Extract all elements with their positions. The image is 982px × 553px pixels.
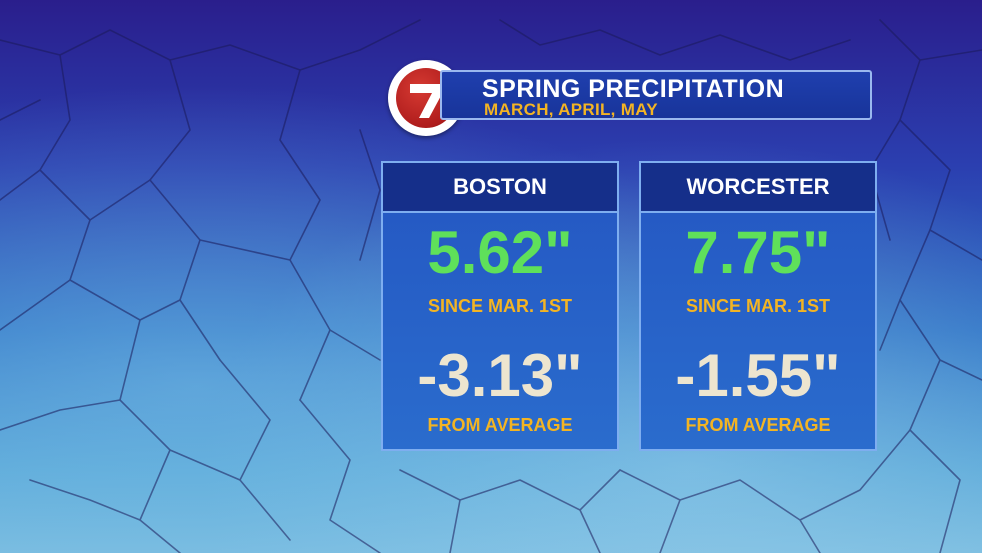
title-banner: SPRING PRECIPITATION MARCH, APRIL, MAY: [440, 70, 872, 120]
city-name: BOSTON: [453, 174, 547, 199]
city-panel-worcester: WORCESTER: [639, 161, 877, 451]
city-header: BOSTON: [383, 163, 617, 213]
city-name: WORCESTER: [686, 174, 830, 199]
precip-total-value: 7.75": [685, 219, 831, 286]
precip-total-value: 5.62": [427, 219, 573, 286]
page-subtitle: MARCH, APRIL, MAY: [484, 100, 658, 119]
departure-value: -3.13": [417, 342, 583, 409]
precip-total-label: SINCE MAR. 1ST: [685, 296, 831, 316]
city-panel-boston: BOSTON: [381, 161, 619, 451]
precip-total-label: SINCE MAR. 1ST: [427, 296, 573, 316]
logo-seven-glyph: [410, 84, 443, 118]
departure-label: FROM AVERAGE: [685, 415, 831, 435]
departure-label: FROM AVERAGE: [427, 415, 573, 435]
city-header: WORCESTER: [641, 163, 875, 213]
departure-value: -1.55": [675, 342, 841, 409]
page-title: SPRING PRECIPITATION: [482, 75, 785, 103]
